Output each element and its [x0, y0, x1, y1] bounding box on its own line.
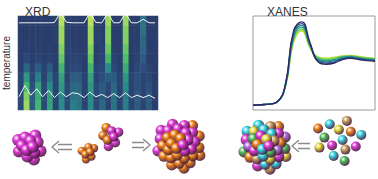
svg-text:temperature: temperature: [1, 36, 12, 90]
svg-text:XRD: XRD: [25, 5, 51, 19]
svg-text:XANES: XANES: [267, 5, 308, 19]
